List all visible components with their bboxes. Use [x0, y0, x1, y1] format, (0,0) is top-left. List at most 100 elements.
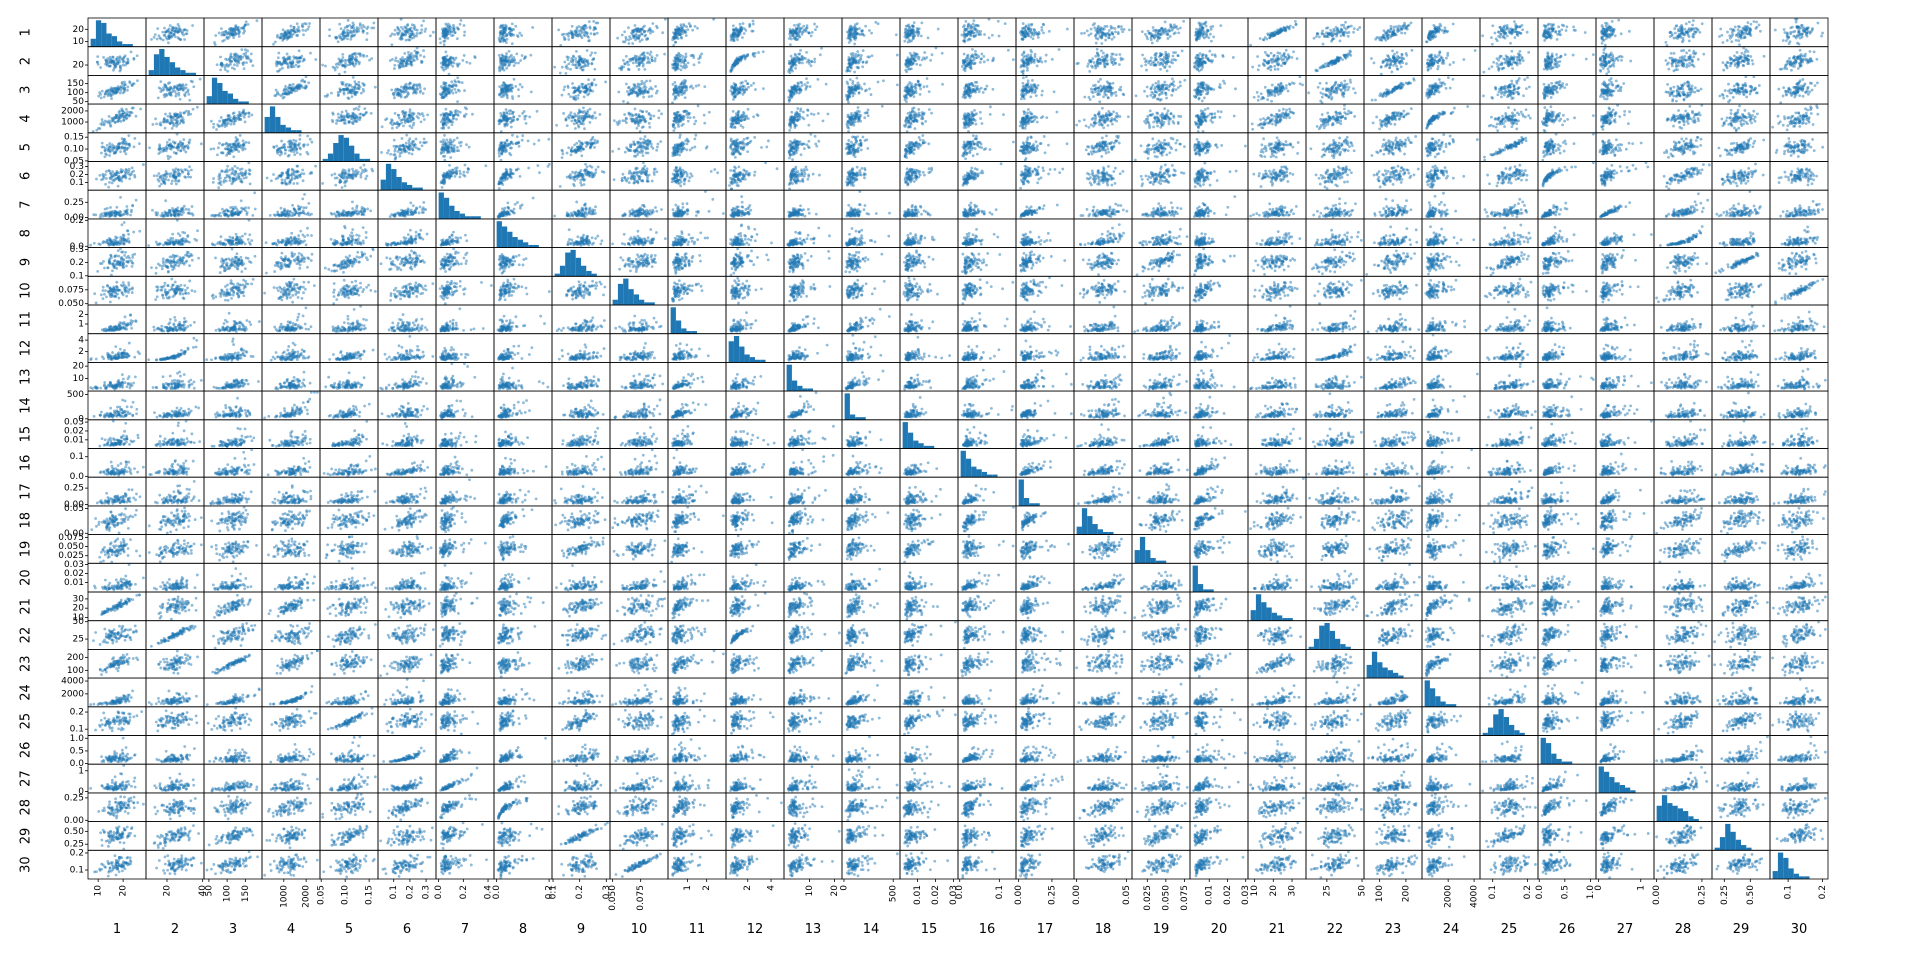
- scatter-point: [338, 23, 341, 26]
- scatter-point: [641, 33, 644, 36]
- scatter-point: [238, 35, 241, 38]
- scatter-point: [624, 36, 627, 39]
- scatter-point: [627, 26, 630, 29]
- y-tick-label: 20: [73, 25, 85, 35]
- scatter-point: [173, 33, 176, 36]
- scatter-point: [730, 37, 733, 40]
- scatter-point: [297, 26, 300, 29]
- scatter-point: [389, 35, 392, 38]
- scatter-point: [337, 40, 340, 43]
- scatter-point: [444, 28, 447, 31]
- scatter-point: [732, 29, 735, 32]
- scatter-point: [231, 29, 234, 32]
- scatter-point: [674, 37, 677, 40]
- scatter-point: [223, 39, 226, 42]
- scatter-point: [739, 25, 742, 28]
- scatter-point: [224, 33, 227, 36]
- scatter-point: [750, 30, 753, 33]
- scatter-point: [396, 31, 399, 34]
- scatter-point: [408, 32, 411, 35]
- scatter-point: [416, 32, 419, 35]
- scatter-point: [459, 23, 462, 26]
- scatter-point: [752, 20, 755, 23]
- scatter-point: [366, 27, 369, 30]
- scatter-point: [432, 31, 435, 34]
- scatter-point: [284, 33, 287, 36]
- scatter-point: [372, 22, 375, 25]
- scatter-point: [237, 30, 240, 33]
- scatter-point: [340, 38, 343, 41]
- scatter-point: [443, 43, 446, 46]
- scatter-point: [163, 34, 166, 37]
- scatter-point: [338, 34, 341, 37]
- scatter-point: [498, 37, 501, 40]
- scatter-point: [518, 32, 521, 35]
- scatter-point: [281, 39, 284, 42]
- scatter-point: [637, 37, 640, 40]
- scatter-point: [429, 34, 432, 37]
- scatter-point: [531, 26, 534, 29]
- scatter-point: [649, 27, 652, 30]
- scatter-point: [156, 27, 159, 30]
- scatter-point: [296, 22, 299, 25]
- scatter-point: [576, 28, 579, 31]
- scatter-point: [742, 22, 745, 25]
- scatter-point: [689, 24, 692, 27]
- scatter-point: [520, 34, 523, 37]
- cell-1-5: [320, 18, 378, 47]
- scatter-point: [411, 23, 414, 26]
- scatter-point: [407, 38, 410, 41]
- scatter-point: [163, 27, 166, 30]
- scatter-point: [733, 39, 736, 42]
- scatter-point: [308, 22, 311, 25]
- scatter-point: [748, 24, 751, 27]
- scatter-point: [340, 27, 343, 30]
- scatter-point: [652, 30, 655, 33]
- scatter-point: [635, 36, 638, 39]
- scatter-point: [169, 32, 172, 35]
- scatter-point: [644, 35, 647, 38]
- scatter-point: [292, 33, 295, 36]
- scatter-point: [424, 28, 427, 31]
- scatter-point: [676, 26, 679, 29]
- scatter-point: [218, 32, 221, 35]
- scatter-point: [638, 34, 641, 37]
- cell-1-10: [610, 18, 668, 47]
- scatter-point: [342, 34, 345, 37]
- scatter-point: [420, 24, 423, 27]
- scatter-point: [628, 35, 631, 38]
- scatter-point: [590, 32, 593, 35]
- scatter-point: [347, 19, 350, 22]
- scatter-point: [362, 29, 365, 32]
- scatter-point: [162, 39, 165, 42]
- scatter-point: [154, 33, 157, 36]
- scatter-point: [186, 29, 189, 32]
- scatter-point: [223, 31, 226, 34]
- scatter-point: [295, 30, 298, 33]
- scatter-point: [557, 29, 560, 32]
- scatter-point: [680, 36, 683, 39]
- scatter-point: [677, 30, 680, 33]
- scatter-point: [593, 33, 596, 36]
- scatter-point: [736, 38, 739, 41]
- scatter-point: [752, 23, 755, 26]
- scatter-point: [639, 40, 642, 43]
- scatter-point: [420, 28, 423, 31]
- scatter-point: [303, 22, 306, 25]
- cell-1-6: [378, 18, 436, 47]
- scatter-point: [355, 31, 358, 34]
- scatter-point: [150, 38, 153, 41]
- scatter-point: [511, 42, 514, 45]
- scatter-point: [675, 33, 678, 36]
- scatter-point: [671, 38, 674, 41]
- scatter-point: [444, 23, 447, 26]
- scatter-point: [741, 36, 744, 39]
- scatter-point: [228, 32, 231, 35]
- scatter-point: [456, 37, 459, 40]
- scatter-point: [616, 37, 619, 40]
- scatter-point: [409, 28, 412, 31]
- scatter-point: [352, 26, 355, 29]
- scatter-point: [350, 35, 353, 38]
- scatter-point: [463, 31, 466, 34]
- scatter-point: [245, 20, 248, 23]
